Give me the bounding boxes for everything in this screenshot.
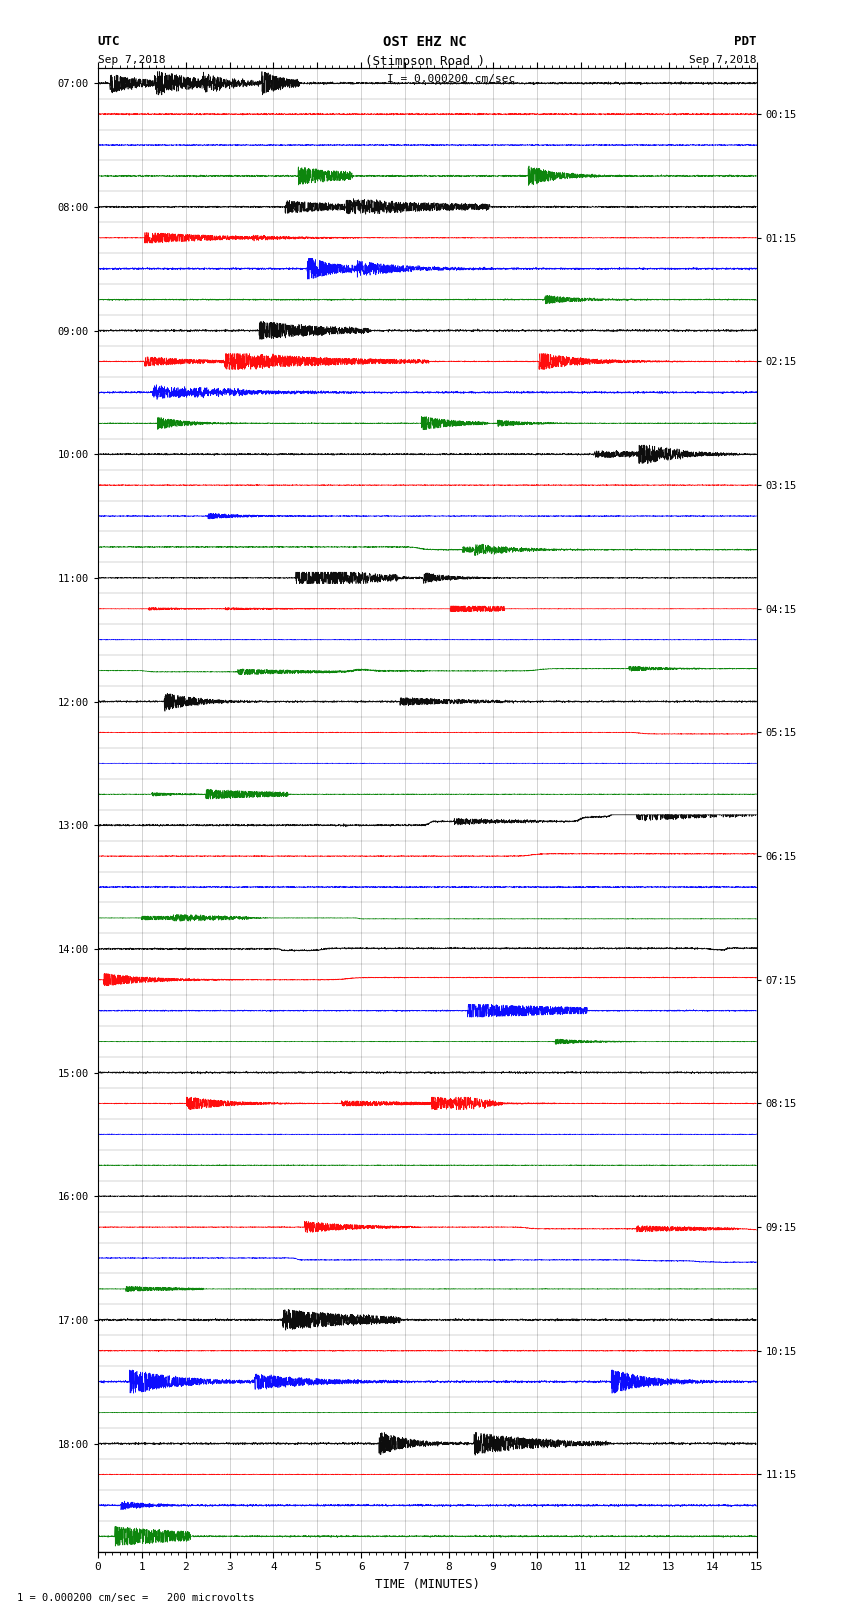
Text: 1 = 0.000200 cm/sec =   200 microvolts: 1 = 0.000200 cm/sec = 200 microvolts — [17, 1594, 254, 1603]
Text: OST EHZ NC: OST EHZ NC — [383, 35, 467, 50]
Text: Sep 7,2018: Sep 7,2018 — [689, 55, 756, 65]
Text: (Stimpson Road ): (Stimpson Road ) — [365, 55, 485, 68]
Text: Sep 7,2018: Sep 7,2018 — [98, 55, 165, 65]
Text: UTC: UTC — [98, 35, 120, 48]
Text: I = 0.000200 cm/sec: I = 0.000200 cm/sec — [387, 74, 515, 84]
X-axis label: TIME (MINUTES): TIME (MINUTES) — [375, 1578, 479, 1590]
Text: PDT: PDT — [734, 35, 756, 48]
